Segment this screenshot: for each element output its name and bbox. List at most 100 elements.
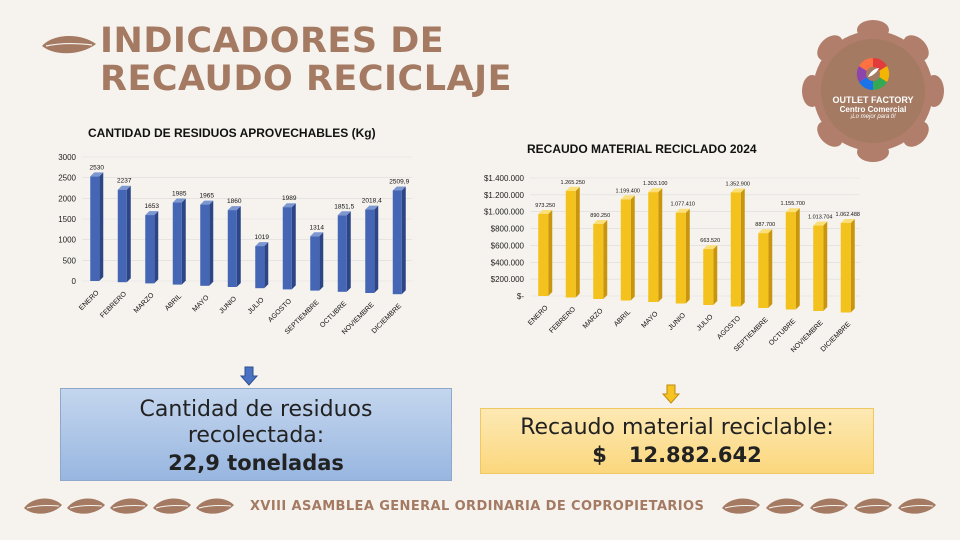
cacao-leaf-icon [766, 498, 804, 514]
bar-abril [172, 198, 186, 285]
revenue-summary-value: $ 12.882.642 [592, 443, 762, 467]
data-label: 1.013.704 [808, 215, 832, 221]
data-label: 1.352.900 [726, 181, 750, 187]
bar-junio [675, 208, 690, 304]
data-label: 1851,5 [334, 203, 354, 210]
bar-marzo [593, 219, 608, 299]
bar-top [392, 186, 406, 191]
x-tick-label: JUNIO [667, 312, 687, 332]
bar-front [310, 236, 320, 291]
data-label: 2530 [90, 164, 105, 171]
bar-top [90, 172, 104, 177]
y-tick-label: $200.000 [491, 275, 525, 284]
bar-front [813, 225, 824, 311]
x-tick-label: ABRIL [613, 309, 632, 328]
y-tick-label: 2500 [58, 174, 76, 183]
bar-marzo [145, 211, 159, 284]
bar-front [145, 215, 155, 284]
y-tick-label: $800.000 [491, 225, 525, 234]
bar-top [227, 206, 241, 211]
bar-side [713, 245, 718, 305]
y-tick-label: $400.000 [491, 258, 525, 267]
x-tick-label: MARZO [582, 307, 605, 330]
bar-top [145, 211, 159, 216]
cacao-leaf-icon [854, 498, 892, 514]
bar-top [758, 229, 773, 234]
bar-front [282, 207, 292, 290]
bar-octubre [785, 208, 800, 310]
bar-front [620, 199, 631, 301]
bar-top [255, 242, 269, 247]
bar-side [99, 172, 104, 281]
bar-julio [255, 242, 269, 289]
y-tick-label: 1500 [58, 215, 76, 224]
bar-front [365, 209, 375, 293]
x-tick-label: DICIEMBRE [371, 302, 404, 335]
data-label: 887.700 [755, 222, 775, 228]
brand-logo: OUTLET FACTORY Centro Comercial ¡Lo mejo… [800, 18, 946, 164]
logo-badge-icon [802, 20, 944, 162]
logo-subtitle: Centro Comercial [839, 105, 907, 114]
bar-front [117, 189, 127, 283]
x-tick-label: ABRIL [164, 293, 183, 312]
x-tick-label: AGOSTO [716, 315, 742, 341]
data-label: 663.520 [700, 238, 720, 244]
bar-side [126, 185, 131, 283]
x-tick-label: JUNIO [218, 295, 238, 315]
y-tick-label: 2000 [58, 194, 76, 203]
data-label: 890.250 [590, 213, 610, 219]
cacao-leaf-icon [67, 498, 105, 514]
bar-top [703, 245, 718, 250]
page-title: INDICADORES DE RECAUDO RECICLAJE [100, 21, 513, 99]
logo-name: OUTLET FACTORY [832, 95, 914, 105]
bar-side [740, 188, 745, 307]
bar-side [548, 209, 553, 296]
cacao-leaf-icon [153, 498, 191, 514]
bar-front [648, 192, 659, 302]
data-label: 1.155.700 [781, 201, 805, 207]
bar-front [392, 190, 402, 295]
bar-side [346, 211, 351, 292]
bar-front [593, 223, 604, 299]
bar-front [255, 246, 265, 289]
bar-side [823, 221, 828, 311]
data-label: 1.062.488 [836, 212, 860, 218]
x-tick-label: MARZO [133, 291, 156, 314]
x-tick-label: OCTUBRE [319, 300, 348, 329]
bar-diciembre [392, 186, 406, 295]
bar-septiembre [758, 229, 773, 308]
data-label: 1.077.410 [671, 202, 695, 208]
bar-enero [538, 209, 553, 296]
x-tick-label: AGOSTO [267, 297, 293, 323]
x-tick-label: FEBRERO [99, 290, 128, 319]
cacao-leaf-row [24, 498, 234, 514]
bar-septiembre [310, 232, 324, 291]
data-label: 1985 [172, 191, 187, 198]
revenue-bar-chart: $- $200.000 $400.000 $600.000 $800.000 $1.000… [484, 174, 860, 354]
bar-side [291, 203, 296, 290]
bar-top [538, 209, 553, 214]
waste-summary-box: Cantidad de residuos recolectada: 22,9 t… [60, 388, 452, 481]
bar-side [658, 188, 663, 302]
bar-diciembre [840, 218, 855, 313]
x-tick-label: DICIEMBRE [820, 321, 853, 354]
bar-julio [703, 245, 718, 305]
bar-agosto [730, 188, 745, 307]
x-tick-label: ENERO [527, 304, 550, 327]
bar-febrero [117, 185, 131, 283]
cacao-leaf-icon [722, 498, 760, 514]
bar-top [730, 188, 745, 193]
cacao-leaf-icon [898, 498, 936, 514]
bar-side [209, 200, 214, 286]
x-tick-label: OCTUBRE [768, 318, 797, 347]
bar-side [575, 186, 580, 298]
bar-top [620, 195, 635, 200]
bar-side [181, 198, 186, 285]
waste-summary-label: Cantidad de residuos recolectada: [139, 397, 373, 448]
bar-front [90, 176, 100, 281]
logo-tagline: ¡Lo mejor para ti! [850, 114, 896, 120]
footer-text: XVIII ASAMBLEA GENERAL ORDINARIA DE COPR… [250, 499, 705, 514]
bar-front [337, 215, 347, 292]
bar-top [310, 232, 324, 237]
chart1-title: CANTIDAD DE RESIDUOS APROVECHABLES (Kg) [88, 126, 376, 140]
